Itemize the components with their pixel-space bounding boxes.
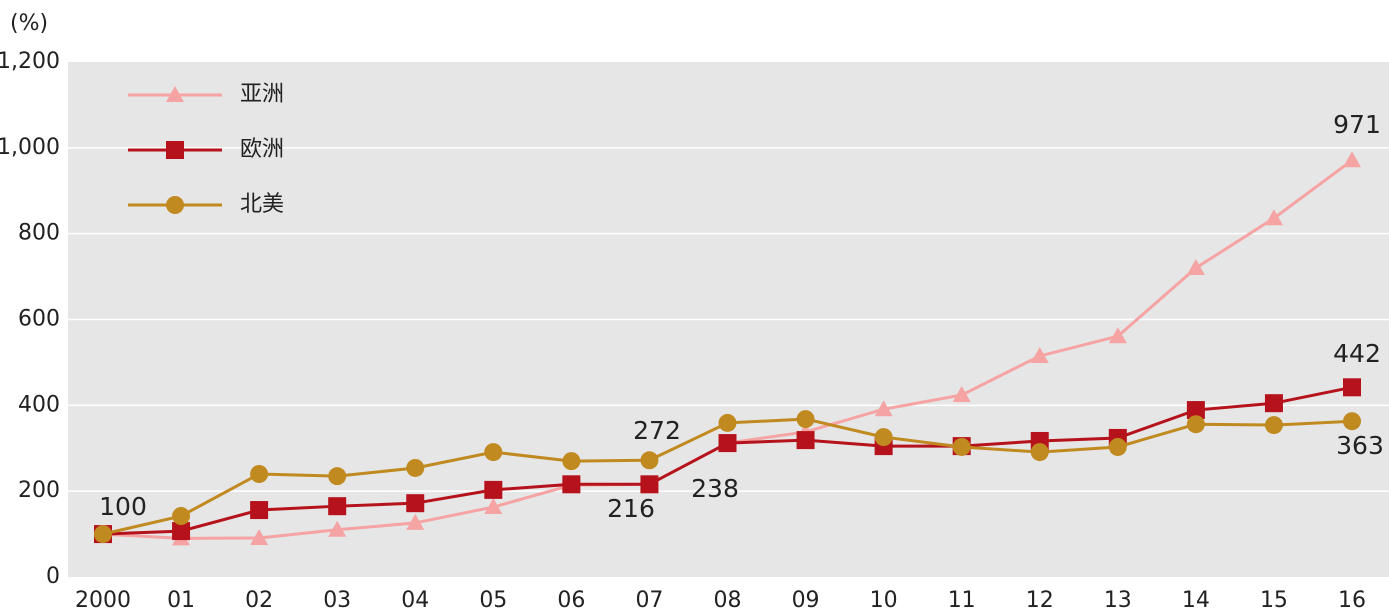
y-tick-label: 200 [18, 478, 60, 503]
x-tick-label: 16 [1338, 588, 1366, 611]
marker [796, 431, 815, 450]
marker [328, 497, 347, 516]
marker [1108, 437, 1127, 456]
marker [1186, 415, 1205, 434]
marker [640, 451, 659, 470]
legend-label: 欧洲 [240, 137, 284, 162]
marker [250, 528, 269, 545]
marker [328, 467, 347, 486]
marker [250, 465, 269, 483]
marker [952, 386, 971, 403]
marker [796, 410, 815, 429]
x-tick-label: 07 [635, 588, 663, 611]
x-tick-label: 13 [1104, 588, 1132, 611]
marker [1186, 259, 1205, 275]
marker [484, 480, 503, 499]
y-tick-label: 400 [18, 392, 60, 417]
annotation: 216 [607, 494, 655, 523]
marker [1264, 394, 1283, 413]
y-tick-label: 800 [18, 221, 60, 246]
marker [1108, 327, 1127, 344]
annotation: 442 [1333, 339, 1381, 368]
marker [94, 525, 112, 544]
marker [172, 507, 191, 526]
legend-label: 亚洲 [240, 82, 284, 107]
marker [406, 494, 425, 513]
annotation: 272 [633, 416, 681, 445]
x-tick-label: 09 [792, 588, 820, 611]
y-axis-label: (%) [10, 11, 48, 36]
x-tick-label: 02 [245, 588, 273, 611]
x-tick-label: 2000 [75, 588, 131, 611]
x-tick-label: 06 [557, 588, 585, 611]
marker [1030, 346, 1049, 363]
marker [1343, 151, 1361, 168]
x-tick-label: 08 [714, 588, 742, 611]
marker [640, 475, 659, 494]
marker [1030, 443, 1049, 462]
marker [172, 522, 191, 541]
marker [166, 196, 184, 214]
marker [328, 520, 347, 537]
x-tick-label: 12 [1026, 588, 1054, 611]
marker [484, 498, 503, 515]
x-tick-label: 03 [323, 588, 351, 611]
x-tick-label: 05 [479, 588, 507, 611]
y-tick-label: 1,000 [0, 135, 60, 160]
marker [952, 437, 971, 456]
annotation: 363 [1336, 431, 1384, 460]
marker [1264, 416, 1283, 435]
x-tick-label: 15 [1260, 588, 1288, 611]
x-tick-label: 10 [870, 588, 898, 611]
marker [718, 413, 737, 432]
marker [166, 141, 184, 159]
marker [406, 458, 425, 477]
marker [1264, 209, 1283, 226]
x-tick-label: 11 [948, 588, 976, 611]
marker [484, 443, 503, 462]
marker [562, 452, 581, 471]
marker [1343, 412, 1361, 431]
marker [250, 501, 269, 520]
annotation: 100 [99, 492, 147, 521]
x-tick-label: 14 [1182, 588, 1210, 611]
marker [718, 434, 737, 453]
annotation: 971 [1333, 110, 1381, 139]
y-tick-label: 0 [46, 564, 60, 589]
y-tick-label: 1,200 [0, 49, 60, 74]
x-tick-label: 01 [167, 588, 195, 611]
marker [406, 513, 425, 530]
y-tick-label: 600 [18, 307, 60, 332]
x-tick-label: 04 [401, 588, 429, 611]
annotation: 238 [691, 474, 739, 503]
marker [166, 86, 184, 102]
legend-label: 北美 [240, 192, 284, 217]
marker [562, 475, 581, 494]
marker [1343, 378, 1361, 397]
marker [1186, 401, 1205, 420]
marker [874, 428, 893, 447]
marker [874, 400, 893, 417]
